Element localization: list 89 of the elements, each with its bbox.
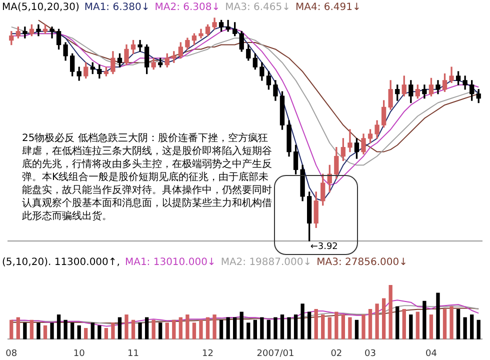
text: MA3: 6.465↓	[225, 2, 291, 13]
bar	[111, 322, 115, 340]
bar	[463, 317, 467, 340]
bar	[260, 317, 264, 340]
bar	[98, 325, 102, 340]
x-tick-label: 04	[425, 348, 438, 359]
bar	[422, 300, 426, 340]
bar	[388, 285, 392, 340]
bar	[274, 317, 278, 340]
bar	[314, 309, 318, 340]
bar	[64, 320, 68, 340]
text: MA4: 6.491↓	[296, 2, 361, 13]
bar	[43, 325, 48, 340]
text: MA2: 19887.000↓	[220, 257, 312, 268]
bar	[253, 320, 257, 340]
bar	[348, 317, 352, 340]
bar	[226, 317, 230, 340]
bar	[199, 320, 203, 340]
bar	[10, 320, 14, 340]
bar	[368, 309, 372, 340]
bar	[334, 312, 338, 340]
bar	[104, 328, 108, 340]
bar	[382, 298, 386, 340]
bar	[266, 320, 271, 340]
text: MA1: 13010.000↓	[124, 257, 216, 268]
bar	[436, 292, 440, 340]
bar	[450, 306, 454, 340]
bar	[50, 322, 54, 340]
bar	[70, 322, 74, 340]
x-tick-label: 12	[202, 348, 214, 359]
bar	[30, 320, 34, 340]
bar	[84, 328, 88, 340]
x-tick-label: 10	[73, 348, 86, 359]
series-label: MA2: 6.308↓	[154, 2, 220, 13]
bar	[178, 317, 182, 340]
bar	[90, 322, 94, 340]
bar	[321, 314, 325, 340]
x-tick-label: 11	[128, 348, 139, 359]
bar	[172, 320, 176, 340]
bar	[409, 314, 413, 340]
bar	[144, 317, 149, 340]
bar	[354, 320, 359, 340]
text: ←3.92	[310, 242, 338, 252]
bar	[246, 322, 250, 340]
bar	[300, 304, 304, 340]
bar	[470, 314, 474, 340]
x-tick-label: 03	[364, 348, 376, 359]
bar	[212, 314, 216, 340]
bar	[118, 317, 122, 340]
bar	[158, 322, 162, 340]
bar	[402, 309, 406, 340]
bar	[138, 322, 142, 340]
annotation: 25物极必反 低档急跌三大阴：股价连番下挫，空方疯狂肆虐，在低档连拉三条大阴线，这是股价即将陷入短期谷底的先兆，行情将改由多头主控，在极端弱势之中产生反弹。本K线组合一般是股价短期见底的征兆，由于底部未能盘实，故只能当作反弹对待。具体操作中，仍然要同时认真观察个股基本面和消息面，以提防某些主力和机构借此形态而骗线出货。	[22, 132, 272, 223]
bar	[375, 304, 379, 340]
bar	[152, 320, 156, 340]
x-tick-label: 02	[330, 348, 342, 359]
bar	[77, 325, 81, 340]
bar	[131, 320, 136, 340]
bar	[56, 314, 61, 340]
bar	[416, 312, 420, 340]
bar	[206, 317, 210, 340]
bar	[456, 309, 460, 340]
x-tick-label: 2007/01	[256, 348, 294, 359]
text: MA1: 6.380↓	[84, 2, 150, 13]
bar	[192, 322, 196, 340]
bar	[280, 314, 284, 340]
bar	[240, 312, 244, 340]
text: MA3: 27856.000↓	[316, 257, 408, 268]
bar	[442, 309, 447, 340]
bar	[294, 314, 298, 340]
bar	[362, 314, 366, 340]
bar	[233, 317, 237, 340]
x-tick-label: 08	[6, 348, 18, 359]
bar	[36, 322, 40, 340]
bar	[186, 314, 190, 340]
bar	[396, 306, 400, 340]
bar	[16, 317, 20, 340]
legend-title: MA(5,10,20,30)	[2, 2, 80, 13]
legend-title: (5,10,20). 11300.000↑,	[2, 257, 120, 268]
bar	[429, 314, 434, 340]
bar	[23, 322, 27, 340]
bar	[341, 314, 346, 340]
bar	[287, 317, 291, 340]
bar	[124, 314, 128, 340]
bar	[476, 320, 480, 340]
bar	[165, 322, 169, 340]
bar	[328, 317, 332, 340]
bar	[308, 312, 312, 340]
bar	[219, 320, 224, 340]
